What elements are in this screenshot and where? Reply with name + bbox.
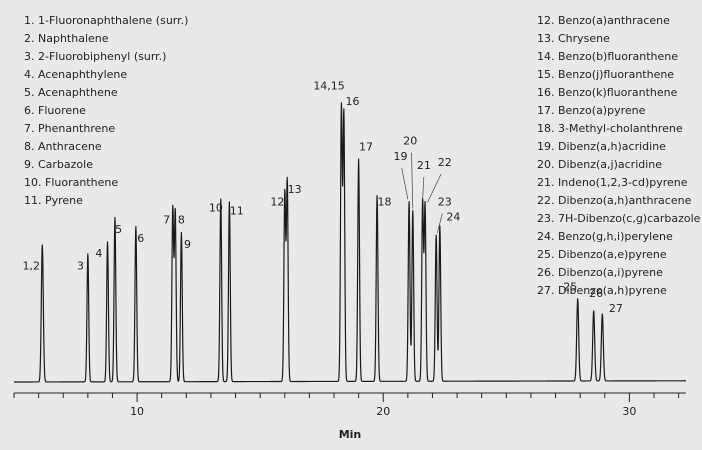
legend-left-entry: 10. Fluoranthene — [24, 176, 118, 189]
legend-left-entry: 9. Carbazole — [24, 158, 93, 171]
legend-right-entry: 23. 7H-Dibenzo(c,g)carbazole — [537, 212, 701, 225]
peak-label: 1,2 — [22, 259, 40, 272]
legend-left-entry: 7. Phenanthrene — [24, 122, 115, 135]
legend-left-entry: 11. Pyrene — [24, 194, 83, 207]
legend-left-entry: 8. Anthracene — [24, 140, 102, 153]
legend-right-entry: 12. Benzo(a)anthracene — [537, 14, 670, 27]
peak-label: 6 — [137, 232, 144, 245]
x-tick-label: 10 — [130, 405, 144, 418]
peak-label: 22 — [438, 156, 452, 169]
peak-label: 19 — [393, 150, 407, 163]
legend-right-entry: 21. Indeno(1,2,3-cd)pyrene — [537, 176, 688, 189]
peak-label: 16 — [345, 95, 359, 108]
peak-label: 20 — [403, 135, 417, 148]
legend-right-entry: 19. Dibenz(a,h)acridine — [537, 140, 666, 153]
legend-right-entry: 27. Dibenzo(a,h)pyrene — [537, 284, 667, 297]
peak-label: 4 — [95, 247, 102, 260]
legend-right-entry: 26. Dibenzo(a,i)pyrene — [537, 266, 663, 279]
legend-right-entry: 17. Benzo(a)pyrene — [537, 104, 646, 117]
legend-right-entry: 14. Benzo(b)fluoranthene — [537, 50, 678, 63]
x-tick-label: 30 — [622, 405, 636, 418]
peak-label: 27 — [609, 302, 623, 315]
peak-label-leader — [411, 152, 414, 209]
peak-label: 17 — [359, 141, 373, 154]
peak-label-leader — [427, 173, 442, 203]
peak-label: 26 — [589, 287, 603, 300]
peak-label: 7 — [163, 214, 170, 227]
peak-label: 23 — [438, 195, 452, 208]
peak-label-leaders — [401, 152, 443, 233]
x-tick-label: 20 — [376, 405, 390, 418]
peak-label-leader — [401, 167, 409, 200]
peak-label: 9 — [184, 238, 191, 251]
peak-label: 13 — [288, 183, 302, 196]
peak-label: 8 — [178, 214, 185, 227]
peak-label: 3 — [77, 259, 84, 272]
peak-label: 11 — [230, 205, 244, 218]
legend-right-entry: 20. Dibenz(a,j)acridine — [537, 158, 662, 171]
peak-label-leader — [437, 213, 443, 233]
legend-left-entry: 3. 2-Fluorobiphenyl (surr.) — [24, 50, 166, 63]
legend-right-entry: 18. 3-Methyl-cholanthrene — [537, 122, 683, 135]
peak-label: 12 — [270, 195, 284, 208]
peak-label: 14,15 — [313, 80, 345, 93]
legend-right-entry: 16. Benzo(k)fluoranthene — [537, 86, 678, 99]
legend-left-entry: 6. Fluorene — [24, 104, 86, 117]
legend-right-entry: 22. Dibenzo(a,h)anthracene — [537, 194, 692, 207]
legend-right-entry: 25. Dibenzo(a,e)pyrene — [537, 248, 667, 261]
peak-label: 21 — [417, 159, 431, 172]
legend-left-entry: 5. Acenaphthene — [24, 86, 118, 99]
legend-right: 12. Benzo(a)anthracene 13. Chrysene 14. Be… — [537, 14, 701, 297]
legend-left-entry: 1. 1-Fluoronaphthalene (surr.) — [24, 14, 188, 27]
peak-label-leader — [422, 176, 425, 200]
peak-label: 25 — [563, 281, 577, 294]
legend-left-entry: 2. Naphthalene — [24, 32, 109, 45]
legend-left-entry: 4. Acenaphthylene — [24, 68, 127, 81]
legend-left: 1. 1-Fluoronaphthalene (surr.) 2. Naphtha… — [24, 14, 188, 207]
peak-label: 5 — [115, 223, 122, 236]
chromatogram-trace — [13, 102, 687, 383]
peak-label: 18 — [377, 195, 391, 208]
legend-right-entry: 24. Benzo(g,h,i)perylene — [537, 230, 673, 243]
peak-label: 24 — [446, 211, 460, 224]
peak-label: 10 — [209, 202, 223, 215]
legend-right-entry: 13. Chrysene — [537, 32, 610, 45]
x-axis-ticks: 10 20 30 — [13, 393, 680, 418]
x-axis-title: Min — [339, 428, 362, 441]
legend-right-entry: 15. Benzo(j)fluoranthene — [537, 68, 674, 81]
